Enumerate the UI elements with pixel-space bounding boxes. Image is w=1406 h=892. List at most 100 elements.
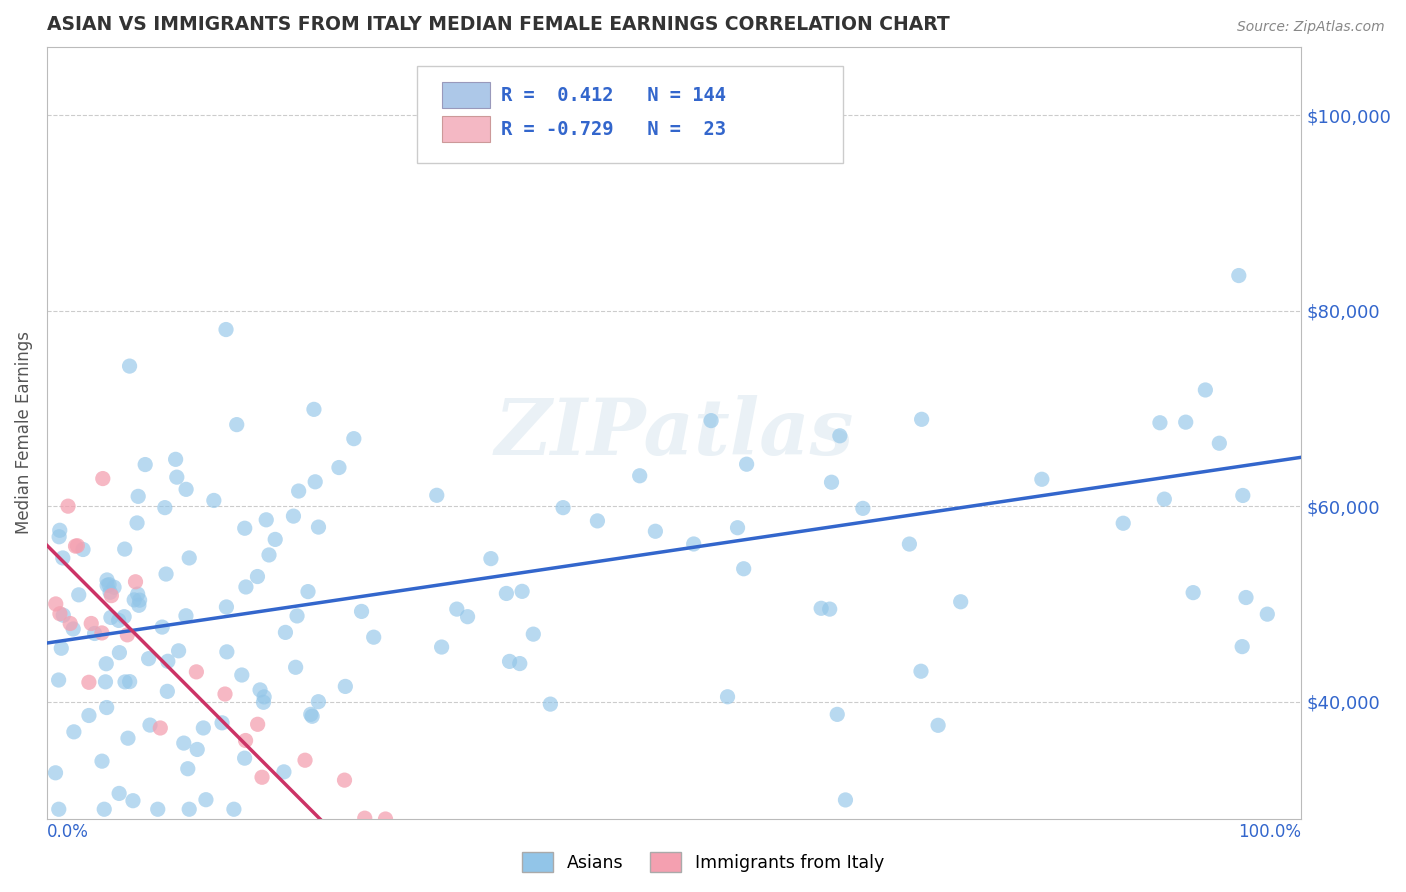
Point xyxy=(114,674,136,689)
Point xyxy=(246,569,269,583)
Y-axis label: Median Female Earnings: Median Female Earnings xyxy=(15,331,32,534)
Point xyxy=(343,432,366,446)
Point xyxy=(522,627,544,641)
Point xyxy=(235,580,257,594)
Point xyxy=(446,602,468,616)
Point xyxy=(307,695,329,709)
Point xyxy=(257,548,280,562)
Point xyxy=(509,657,531,671)
Point xyxy=(51,641,73,656)
Point xyxy=(233,521,256,535)
Point xyxy=(107,614,129,628)
Point xyxy=(308,520,330,534)
Point xyxy=(1174,415,1197,429)
Point xyxy=(264,533,287,547)
Point xyxy=(63,724,86,739)
Point xyxy=(128,599,150,613)
FancyBboxPatch shape xyxy=(441,116,489,143)
Point xyxy=(1149,416,1171,430)
Point xyxy=(62,622,84,636)
Point xyxy=(96,700,118,714)
Point xyxy=(165,452,187,467)
Point xyxy=(127,587,149,601)
Point xyxy=(1230,640,1253,654)
Point xyxy=(72,542,94,557)
Point xyxy=(153,500,176,515)
Point xyxy=(91,472,114,486)
Point xyxy=(186,742,208,756)
Point xyxy=(333,773,356,788)
Text: Source: ZipAtlas.com: Source: ZipAtlas.com xyxy=(1237,20,1385,34)
FancyBboxPatch shape xyxy=(418,66,844,162)
Text: R = -0.729   N =  23: R = -0.729 N = 23 xyxy=(501,120,725,139)
Point xyxy=(328,460,350,475)
Point xyxy=(202,493,225,508)
Point xyxy=(174,608,197,623)
Point xyxy=(117,628,139,642)
Point xyxy=(716,690,738,704)
Point xyxy=(1194,383,1216,397)
Point xyxy=(949,595,972,609)
Point xyxy=(297,584,319,599)
Point xyxy=(215,322,238,336)
Point xyxy=(810,601,832,615)
Point xyxy=(98,585,121,599)
Point xyxy=(103,580,125,594)
Point xyxy=(1208,436,1230,450)
Point xyxy=(1112,516,1135,531)
Point xyxy=(495,586,517,600)
Point xyxy=(628,468,651,483)
Point xyxy=(910,665,932,679)
Point xyxy=(65,539,87,553)
Point xyxy=(249,682,271,697)
Point xyxy=(235,733,257,747)
Point xyxy=(177,762,200,776)
Point xyxy=(682,537,704,551)
Point xyxy=(48,530,70,544)
Point xyxy=(80,616,103,631)
Point xyxy=(114,542,136,557)
Point xyxy=(100,610,122,624)
Point xyxy=(374,812,396,826)
Point xyxy=(551,500,574,515)
Point xyxy=(166,470,188,484)
Point xyxy=(90,626,112,640)
Point xyxy=(586,514,609,528)
Point xyxy=(98,577,121,591)
Point xyxy=(246,717,269,731)
Point xyxy=(112,609,135,624)
Point xyxy=(225,417,247,432)
Point xyxy=(510,584,533,599)
Point xyxy=(644,524,666,539)
Point xyxy=(59,616,82,631)
Point xyxy=(1256,607,1278,622)
Point xyxy=(274,625,297,640)
Point xyxy=(301,709,323,723)
Point xyxy=(335,680,357,694)
Point xyxy=(834,793,856,807)
Point xyxy=(94,674,117,689)
Point xyxy=(283,509,305,524)
Point xyxy=(108,786,131,800)
Point xyxy=(214,687,236,701)
Point xyxy=(287,483,309,498)
Point xyxy=(1182,585,1205,599)
Point xyxy=(139,718,162,732)
Point xyxy=(179,550,201,565)
Point xyxy=(134,458,156,472)
Point xyxy=(150,620,173,634)
Point xyxy=(222,802,245,816)
Point xyxy=(174,483,197,497)
Point xyxy=(155,567,177,582)
Point xyxy=(927,718,949,732)
Point xyxy=(299,707,322,722)
Point xyxy=(254,513,277,527)
Point xyxy=(173,736,195,750)
Point xyxy=(735,457,758,471)
Point xyxy=(118,674,141,689)
Point xyxy=(479,551,502,566)
Point xyxy=(233,751,256,765)
Point xyxy=(52,551,75,566)
Point xyxy=(1232,488,1254,502)
Point xyxy=(350,604,373,618)
